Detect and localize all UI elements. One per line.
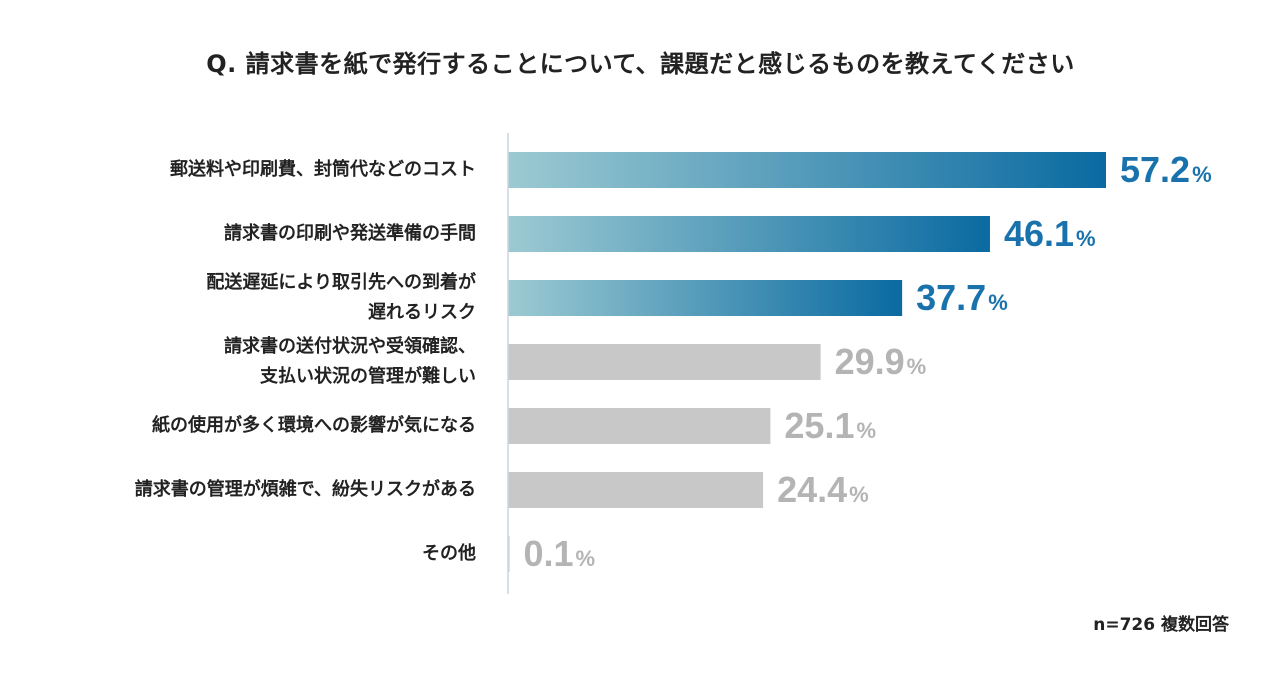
bar-1: [508, 152, 1106, 188]
value-label-3: 37.7%: [916, 277, 1008, 318]
bar-4: [508, 344, 821, 380]
category-label-6: 請求書の管理が煩雑で、紛失リスクがある: [135, 478, 476, 500]
category-label-4: 請求書の送付状況や受領確認、支払い状況の管理が難しい: [224, 335, 476, 387]
value-label-7: 0.1%: [524, 533, 596, 574]
category-label-1: 郵送料や印刷費、封筒代などのコスト: [170, 158, 476, 180]
bar-6: [508, 472, 764, 508]
bar-3: [508, 280, 903, 316]
value-label-5: 25.1%: [784, 405, 876, 446]
category-label-7: その他: [422, 542, 476, 564]
bar-2: [508, 216, 990, 252]
value-label-1: 57.2%: [1120, 149, 1212, 190]
value-label-6: 24.4%: [777, 469, 869, 510]
bar-5: [508, 408, 771, 444]
category-label-3: 配送遅延により取引先への到着が遅れるリスク: [206, 271, 476, 323]
value-labels-layer: 57.2% 46.1% 37.7% 29.9% 25.1% 24.4% 0.1%: [524, 149, 1212, 574]
chart-title: Q. 請求書を紙で発行することについて、課題だと感じるものを教えてください: [206, 50, 1075, 78]
value-label-4: 29.9%: [835, 341, 927, 382]
bars-layer: [508, 152, 1106, 572]
value-label-2: 46.1%: [1004, 213, 1096, 254]
category-label-2: 請求書の印刷や発送準備の手間: [224, 222, 476, 244]
category-label-5: 紙の使用が多く環境への影響が気になる: [152, 414, 476, 436]
sample-size-note: n=726 複数回答: [1093, 615, 1229, 635]
category-labels-layer: 郵送料や印刷費、封筒代などのコスト請求書の印刷や発送準備の手間配送遅延により取引…: [135, 158, 476, 564]
